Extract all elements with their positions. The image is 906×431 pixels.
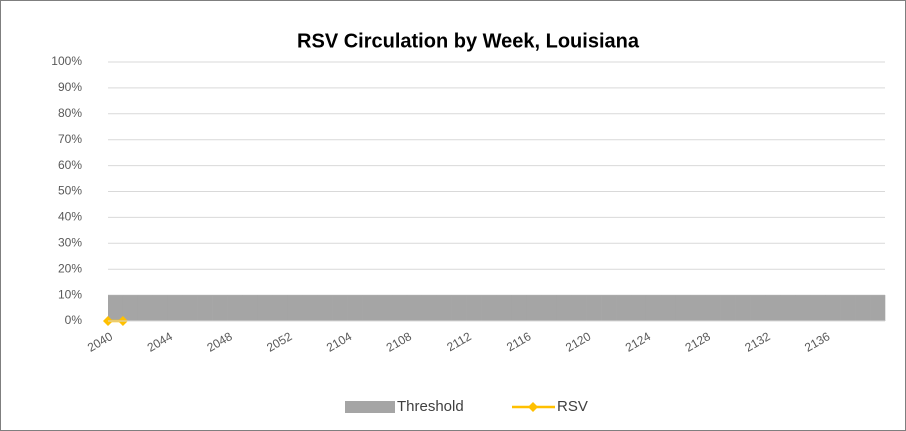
threshold-bar — [690, 295, 706, 321]
legend-label: RSV — [557, 398, 588, 415]
threshold-bar — [840, 295, 856, 321]
y-tick-label: 70% — [58, 132, 82, 146]
threshold-bar — [855, 295, 871, 321]
threshold-bar — [122, 295, 139, 321]
threshold-bar — [735, 295, 751, 321]
threshold-bar — [137, 295, 154, 321]
threshold-bar — [108, 295, 124, 321]
threshold-bar — [332, 295, 348, 321]
threshold-bar — [436, 295, 452, 321]
y-tick-label: 20% — [58, 261, 82, 275]
y-tick-label: 100% — [51, 54, 82, 68]
threshold-bar — [630, 295, 647, 321]
threshold-bar — [616, 295, 632, 321]
threshold-bar — [571, 295, 587, 321]
threshold-bar — [317, 295, 333, 321]
threshold-bar — [376, 295, 393, 321]
threshold-bar — [720, 295, 736, 321]
threshold-bar — [601, 295, 617, 321]
threshold-bar — [466, 295, 482, 321]
y-tick-label: 40% — [58, 210, 82, 224]
y-tick-label: 60% — [58, 158, 82, 172]
threshold-bar — [347, 295, 363, 321]
threshold-bar — [765, 295, 781, 321]
threshold-bar — [197, 295, 213, 321]
threshold-bar — [362, 295, 378, 321]
threshold-bar — [227, 295, 243, 321]
threshold-bar — [481, 295, 497, 321]
threshold-bar — [167, 295, 184, 321]
threshold-bar — [212, 295, 228, 321]
y-tick-label: 90% — [58, 80, 82, 94]
threshold-bar — [586, 295, 602, 321]
threshold-bar — [541, 295, 557, 321]
threshold-bar — [660, 295, 677, 321]
threshold-bar — [795, 295, 811, 321]
threshold-bar — [257, 295, 273, 321]
y-tick-label: 80% — [58, 106, 82, 120]
threshold-bar — [391, 295, 408, 321]
threshold-bar — [272, 295, 288, 321]
threshold-bar — [511, 295, 527, 321]
y-tick-label: 30% — [58, 235, 82, 249]
threshold-bar — [825, 295, 841, 321]
threshold-bar — [705, 295, 721, 321]
threshold-bar — [556, 295, 572, 321]
threshold-bar — [242, 295, 258, 321]
threshold-bar — [287, 295, 303, 321]
threshold-bar — [406, 295, 423, 321]
threshold-bar — [810, 295, 826, 321]
threshold-bar — [451, 295, 467, 321]
legend-label: Threshold — [397, 398, 464, 415]
threshold-bar — [182, 295, 198, 321]
threshold-bar — [675, 295, 692, 321]
threshold-bar — [152, 295, 169, 321]
y-tick-label: 0% — [65, 313, 83, 327]
chart-title: RSV Circulation by Week, Louisiana — [297, 30, 640, 52]
threshold-bar — [421, 295, 438, 321]
y-tick-label: 50% — [58, 184, 82, 198]
threshold-bar — [645, 295, 662, 321]
y-tick-label: 10% — [58, 287, 82, 301]
threshold-bar — [750, 295, 766, 321]
legend-marker — [528, 402, 538, 412]
threshold-bar — [496, 295, 512, 321]
threshold-bar — [780, 295, 796, 321]
threshold-bar — [870, 295, 886, 321]
legend-swatch — [345, 401, 395, 413]
threshold-bar — [526, 295, 542, 321]
threshold-bar — [302, 295, 318, 321]
